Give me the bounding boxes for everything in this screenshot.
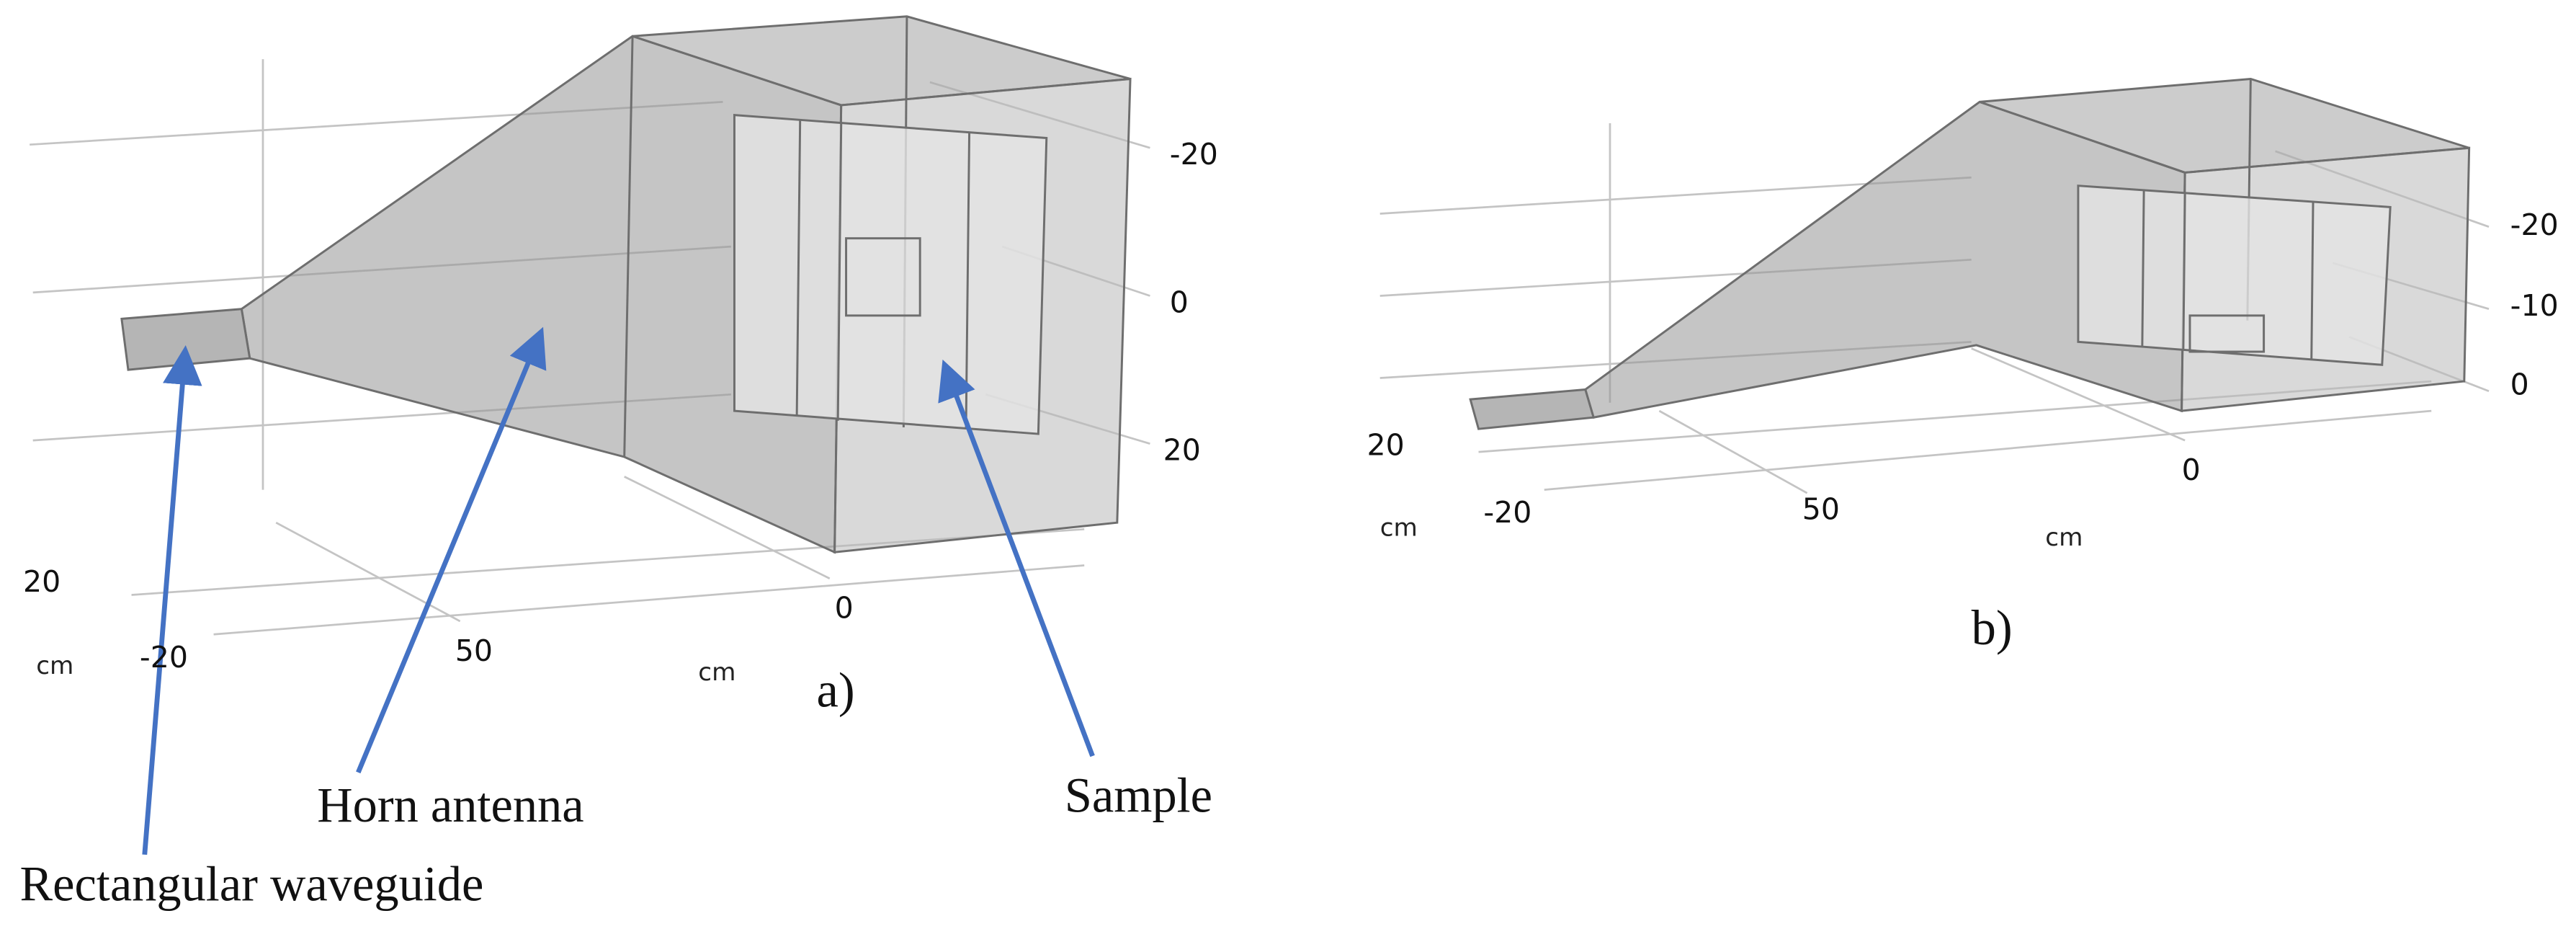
unit-label: cm: [36, 651, 73, 680]
tick-label: 50: [455, 633, 493, 668]
tick-label: 50: [1802, 492, 1840, 527]
tick-label: 0: [835, 590, 854, 625]
box-edge: [623, 36, 634, 458]
tick-label: -20: [1170, 137, 1218, 172]
tick-label: 20: [23, 564, 61, 599]
tick-label: -20: [1483, 495, 1531, 530]
sample-square: [2188, 314, 2266, 353]
tick-label: 0: [2182, 453, 2201, 487]
tick-label: -20: [2510, 208, 2559, 242]
waveguide: [120, 308, 251, 371]
tick-label: 0: [1170, 285, 1189, 319]
callout: Horn antenna: [317, 778, 583, 832]
sample: [733, 114, 1048, 435]
panel-b: -20 -10 0 20 -20 50 0 cm cm b): [1367, 77, 2559, 655]
tick-label: -20: [140, 640, 188, 675]
tick-label: -10: [2510, 288, 2559, 323]
unit-label: cm: [2045, 523, 2083, 552]
panel-a: -20 0 20 20 -20 50 0 cm cm a) Rectangula…: [19, 15, 1218, 912]
arrow: [142, 344, 202, 855]
tick-label: 20: [1163, 433, 1201, 468]
sample: [2077, 184, 2392, 366]
tick-label: 20: [1367, 428, 1404, 463]
waveguide: [1469, 388, 1596, 430]
unit-label: cm: [698, 658, 735, 687]
arrow: [356, 326, 547, 774]
callout: Rectangular waveguide: [19, 857, 483, 912]
arrow: [938, 359, 1095, 757]
tick-label: 0: [2510, 367, 2529, 401]
sample-square: [845, 237, 921, 317]
callout: Sample: [1065, 768, 1212, 823]
sample-edges: [2141, 190, 2315, 360]
panel-label: b): [1972, 600, 2013, 655]
unit-label: cm: [1380, 513, 1418, 542]
panel-label: a): [817, 663, 855, 718]
